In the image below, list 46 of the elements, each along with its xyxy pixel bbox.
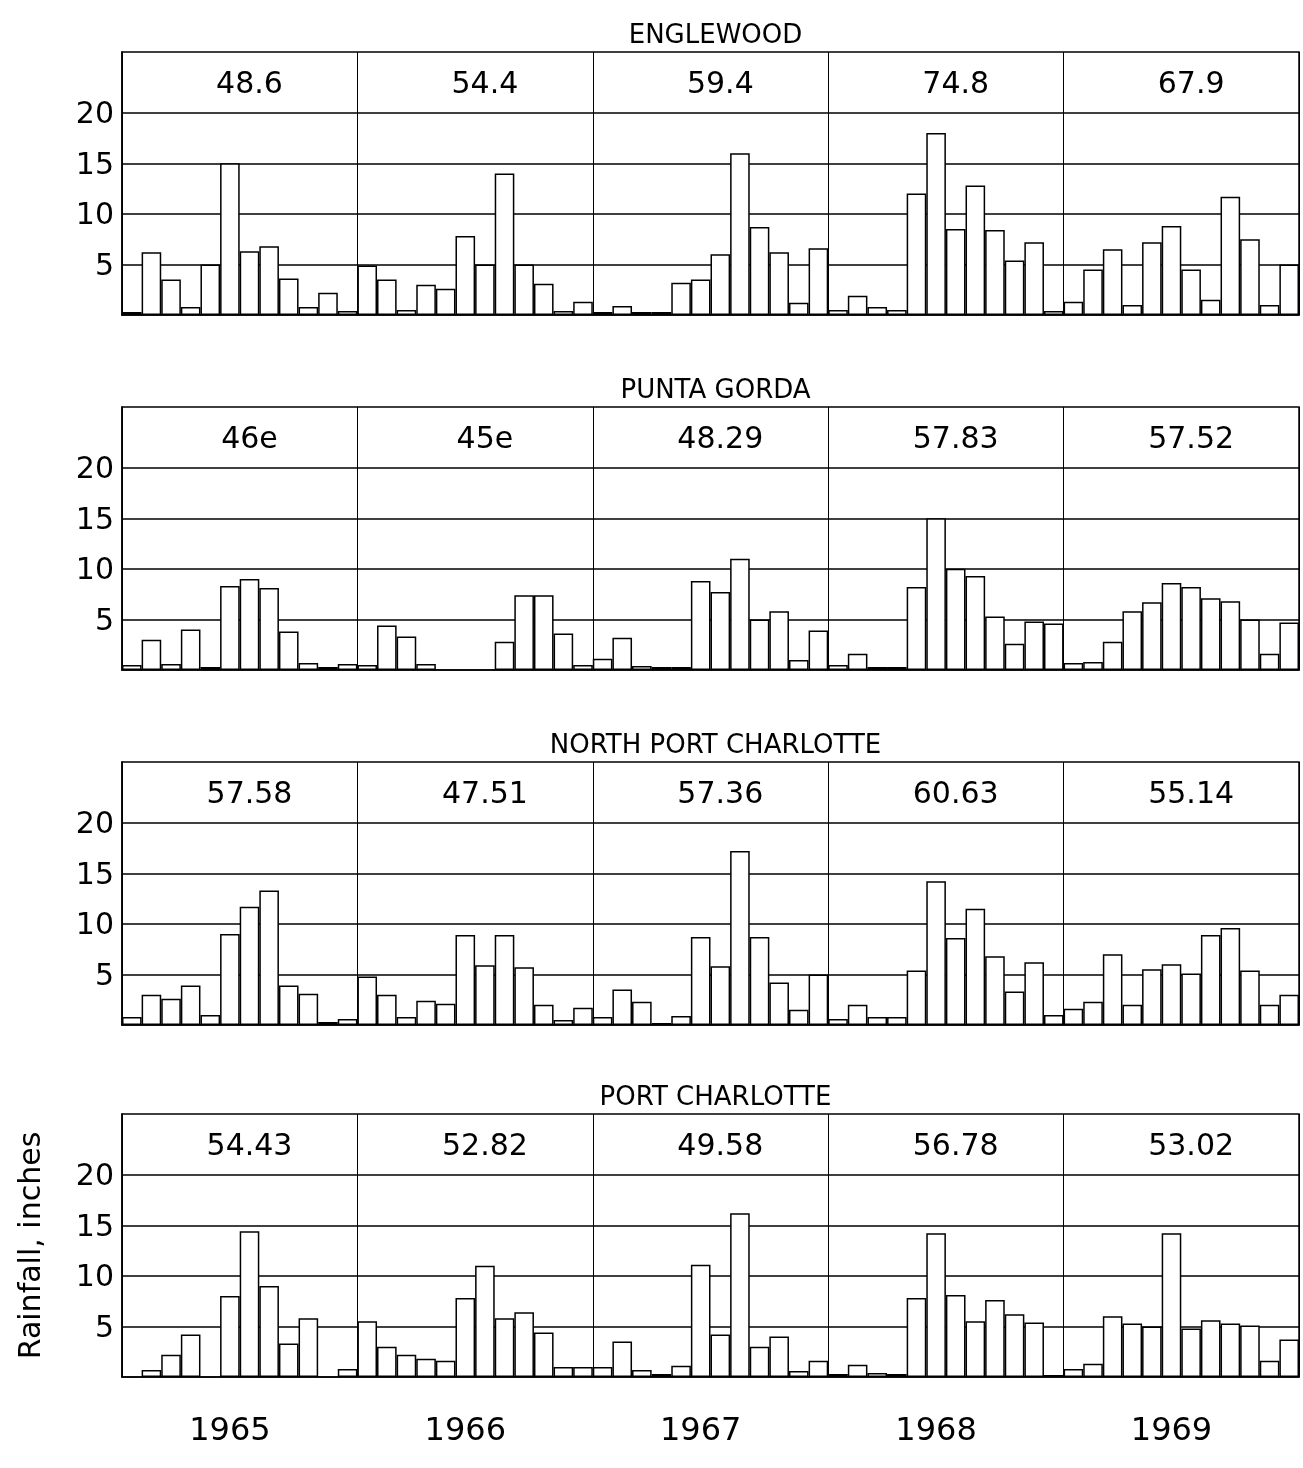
y-tick-label: 20 xyxy=(75,450,114,486)
x-tick-label: 1968 xyxy=(895,1410,977,1448)
annotation: 53.02 xyxy=(1148,1126,1235,1162)
annotation: 46e xyxy=(221,419,278,455)
y-tick-label: 15 xyxy=(75,1207,114,1243)
y-tick-label: 10 xyxy=(75,196,114,232)
y-tick-label: 15 xyxy=(75,500,114,536)
x-tick-label: 1967 xyxy=(659,1410,742,1448)
annotation: 60.63 xyxy=(912,774,999,810)
annotation: 52.82 xyxy=(441,1126,528,1162)
annotation: 55.14 xyxy=(1148,774,1235,810)
y-tick-label: 5 xyxy=(94,246,114,282)
annotation: 47.51 xyxy=(441,774,528,810)
annotation: 57.36 xyxy=(677,774,764,810)
y-tick-label: 20 xyxy=(75,805,114,841)
y-tick-label: 5 xyxy=(94,1308,114,1344)
annotation: 74.8 xyxy=(922,64,990,100)
x-tick-label: 1966 xyxy=(424,1410,507,1448)
annotation: 48.6 xyxy=(216,64,283,100)
y-tick-label: 15 xyxy=(75,855,114,891)
y-tick-label: 20 xyxy=(75,1157,114,1193)
chart-title: NORTH PORT CHARLOTTE xyxy=(549,729,882,759)
chart-title: PUNTA GORDA xyxy=(620,374,811,404)
annotation: 48.29 xyxy=(677,419,764,455)
annotation: 57.58 xyxy=(206,774,293,810)
y-tick-label: 10 xyxy=(75,906,114,942)
y-tick-label: 10 xyxy=(75,551,114,587)
y-tick-label: 5 xyxy=(94,956,114,992)
annotation: 57.83 xyxy=(912,419,999,455)
annotation: 56.78 xyxy=(912,1126,999,1162)
annotation: 59.4 xyxy=(686,64,754,100)
annotation: 57.52 xyxy=(1148,419,1235,455)
y-tick-label: 10 xyxy=(75,1258,114,1294)
y-tick-label: 15 xyxy=(75,145,114,181)
y-tick-label: 5 xyxy=(94,601,114,637)
annotation: 45e xyxy=(456,419,514,455)
annotation: 67.9 xyxy=(1157,64,1225,100)
chart-title: ENGLEWOOD xyxy=(628,19,803,49)
annotation: 49.58 xyxy=(677,1126,764,1162)
x-tick-label: 1969 xyxy=(1130,1410,1213,1448)
annotation: 54.43 xyxy=(206,1126,293,1162)
x-tick-label: 1965 xyxy=(189,1410,271,1448)
chart-title: PORT CHARLOTTE xyxy=(599,1081,832,1111)
y-tick-label: 20 xyxy=(75,95,114,131)
y-axis-title: Rainfall, inches xyxy=(11,1131,47,1360)
annotation: 54.4 xyxy=(451,64,519,100)
